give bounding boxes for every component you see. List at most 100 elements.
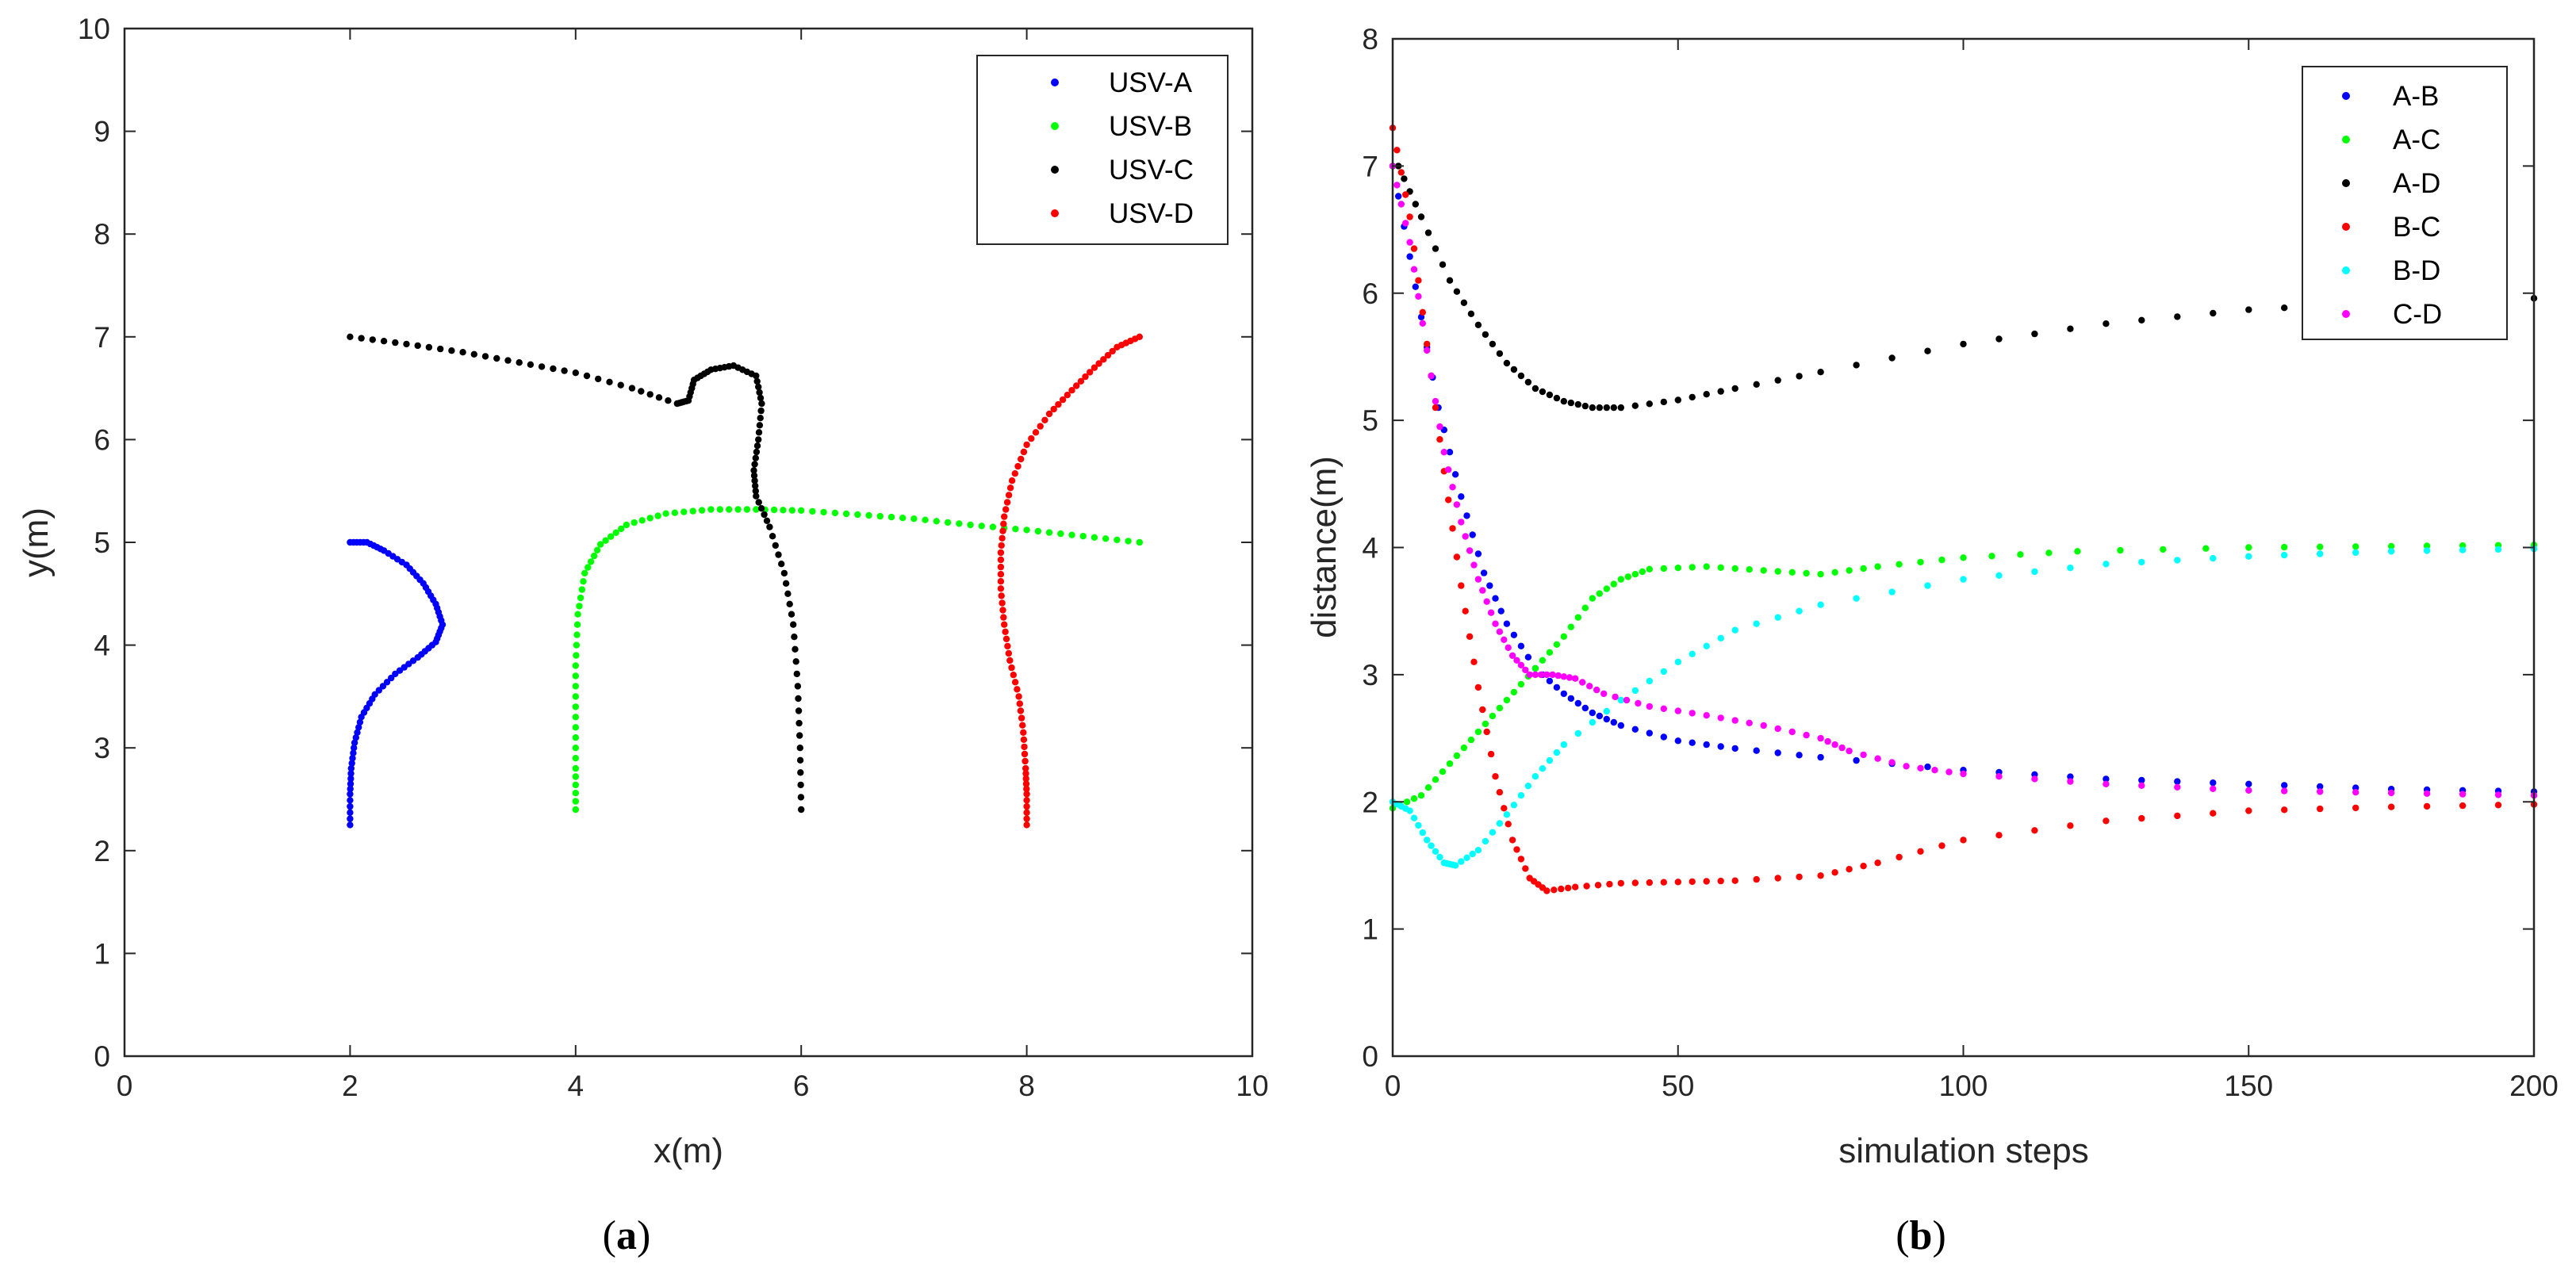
data-point (1539, 388, 1547, 396)
data-point (1938, 556, 1945, 564)
data-point (608, 533, 615, 540)
data-point (2067, 325, 2074, 332)
data-point (1803, 569, 1810, 577)
data-point (1817, 872, 1824, 879)
data-point (2317, 543, 2324, 550)
data-point (1022, 770, 1029, 777)
data-point (1717, 634, 1724, 641)
data-point (2281, 543, 2288, 551)
data-point (2245, 544, 2252, 551)
data-point (793, 670, 800, 678)
data-point (1453, 288, 1461, 295)
y-tick-label: 7 (94, 321, 110, 354)
data-point (1479, 706, 1486, 714)
data-point (1428, 842, 1435, 849)
data-point (383, 679, 391, 686)
data-point (1503, 696, 1511, 704)
data-point (1717, 714, 1724, 722)
data-point (1037, 423, 1044, 430)
data-point (1788, 728, 1796, 736)
data-point (1674, 879, 1681, 886)
data-point (2387, 548, 2395, 555)
data-point (1073, 382, 1080, 389)
legend-marker-b-d (2342, 266, 2350, 274)
data-point (1796, 873, 1803, 881)
data-point (1995, 773, 2003, 780)
data-point (1109, 347, 1116, 355)
data-point (751, 477, 758, 484)
data-point (998, 592, 1005, 599)
data-point (1410, 266, 1418, 273)
data-point (1517, 792, 1525, 799)
data-point (1717, 564, 1724, 571)
data-point (1458, 519, 1465, 526)
data-point (347, 770, 355, 777)
data-point (1023, 441, 1030, 449)
data-point (2459, 802, 2467, 810)
data-point (350, 749, 357, 756)
data-point (2103, 320, 2110, 327)
data-point (590, 552, 598, 560)
data-point (1510, 366, 1518, 373)
data-point (1689, 650, 1696, 657)
data-point (1432, 776, 1439, 783)
data-point (1470, 561, 1478, 569)
data-point (581, 569, 588, 577)
data-point (1531, 671, 1539, 679)
data-point (1831, 741, 1838, 749)
data-point (1008, 664, 1015, 672)
data-point (347, 791, 354, 798)
data-point (997, 556, 1005, 564)
data-point (1660, 705, 1667, 712)
data-point (516, 359, 523, 366)
data-point (1445, 466, 1452, 473)
data-point (2210, 810, 2217, 817)
data-point (1397, 169, 1405, 176)
y-tick-label: 0 (94, 1040, 110, 1073)
panel-a-ticks: 0 2 4 6 8 10 0 1 2 3 4 5 6 7 8 9 10 (78, 13, 1269, 1102)
data-point (1470, 658, 1478, 665)
series-usv-a (347, 538, 447, 829)
data-point (1960, 837, 1967, 844)
data-point (751, 461, 758, 468)
data-point (1023, 526, 1030, 534)
data-point (1760, 567, 1767, 574)
data-point (1419, 320, 1427, 327)
series-b-d (1389, 545, 2538, 869)
data-point (1574, 400, 1582, 408)
data-point (1068, 531, 1075, 538)
data-point (1492, 773, 1499, 780)
data-point (1018, 455, 1025, 463)
data-point (1583, 883, 1590, 890)
data-point (1503, 620, 1511, 627)
y-tick-label: 8 (1362, 23, 1378, 56)
data-point (1462, 607, 1469, 615)
data-point (392, 339, 399, 347)
data-point (1513, 657, 1520, 664)
data-point (1674, 565, 1681, 572)
data-point (1524, 378, 1532, 386)
data-point (1589, 404, 1597, 412)
data-point (1406, 807, 1413, 814)
data-point (831, 509, 839, 517)
data-point (794, 683, 802, 690)
data-point (2138, 782, 2145, 789)
data-point (1439, 768, 1447, 775)
x-tick-label: 50 (1662, 1070, 1694, 1102)
data-point (1995, 832, 2003, 839)
panel-a-marks (347, 333, 1144, 829)
data-point (910, 515, 918, 523)
data-point (414, 342, 421, 350)
data-point (809, 507, 816, 515)
data-point (1436, 853, 1443, 861)
data-point (493, 354, 500, 362)
data-point (1496, 628, 1504, 635)
data-point (1102, 535, 1110, 542)
data-point (2017, 551, 2024, 558)
data-point (1021, 750, 1029, 758)
data-point (842, 510, 850, 518)
data-point (352, 734, 359, 741)
data-point (689, 507, 696, 515)
data-point (1503, 811, 1511, 818)
